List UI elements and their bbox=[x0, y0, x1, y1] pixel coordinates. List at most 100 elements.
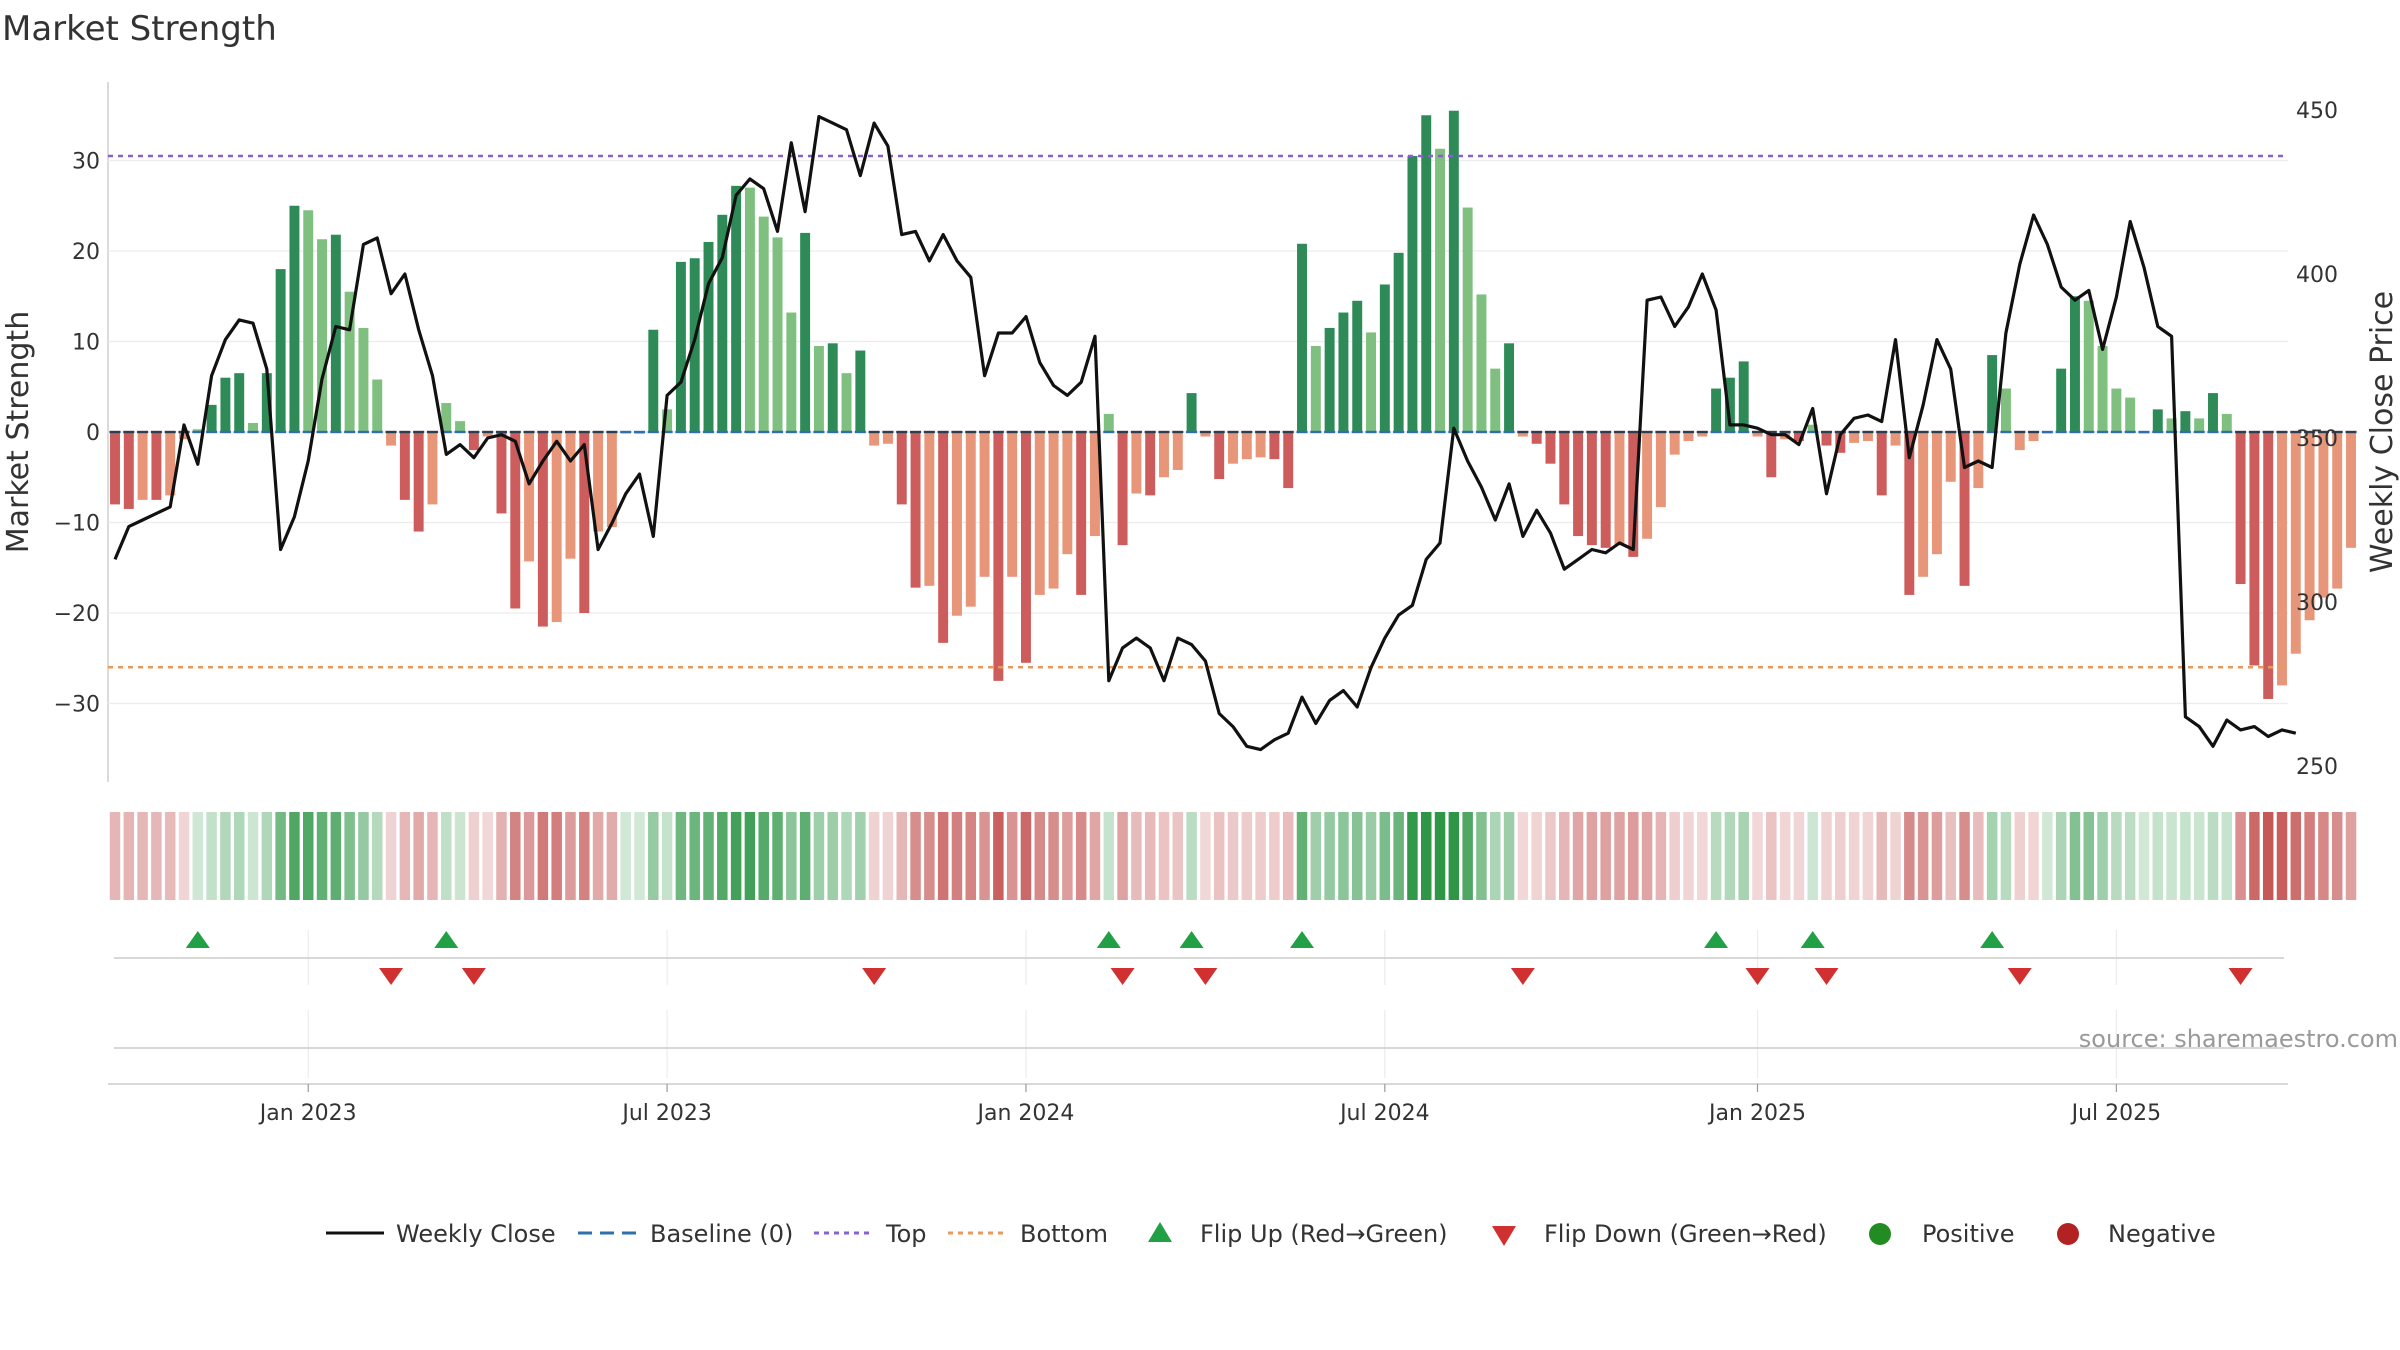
left-axis-label: Market Strength bbox=[1, 311, 36, 553]
strip-cell bbox=[1545, 812, 1556, 900]
flip-up-marker bbox=[1800, 931, 1825, 948]
flip-up-marker bbox=[1980, 931, 2005, 948]
strip-cell bbox=[551, 812, 562, 900]
strength-bar bbox=[938, 432, 949, 643]
strip-cell bbox=[2028, 812, 2039, 900]
strip-cell bbox=[2124, 812, 2136, 900]
strength-bar bbox=[965, 432, 976, 607]
flip-down-marker bbox=[1814, 968, 1839, 985]
strength-bar bbox=[2152, 409, 2163, 432]
strip-cell bbox=[372, 812, 383, 900]
strength-bar bbox=[1186, 393, 1197, 432]
strength-bar bbox=[1559, 432, 1570, 505]
strip-cell bbox=[910, 812, 921, 900]
strength-bar bbox=[386, 432, 397, 446]
strength-bar bbox=[1048, 432, 1059, 589]
strip-cell bbox=[233, 812, 245, 900]
strength-bar bbox=[689, 258, 700, 432]
strength-bar bbox=[896, 432, 907, 505]
strength-bar bbox=[1393, 252, 1404, 432]
strip-cell bbox=[2193, 812, 2205, 900]
strip-cell bbox=[275, 812, 286, 900]
strip-cell bbox=[1407, 812, 1418, 900]
strength-bar bbox=[510, 432, 521, 609]
strength-bar bbox=[537, 432, 548, 627]
lower-panel-grid bbox=[307, 930, 2117, 1078]
strip-cell bbox=[2235, 812, 2246, 900]
strip-cell bbox=[302, 812, 314, 900]
left-y-ticks: 30 20 10 0 −10 −20 −30 bbox=[54, 150, 100, 718]
flip-down-marker bbox=[2228, 968, 2253, 985]
strip-cell bbox=[330, 812, 342, 900]
strip-cell bbox=[1062, 812, 1073, 900]
strip-cell bbox=[2207, 812, 2219, 900]
strength-bar bbox=[2194, 418, 2205, 432]
flip-down-marker bbox=[1193, 968, 1218, 985]
y2-tick-label: 300 bbox=[2296, 591, 2338, 616]
y-tick-label: 0 bbox=[86, 421, 100, 446]
strength-bar bbox=[717, 214, 728, 432]
strip-cell bbox=[1310, 812, 1322, 900]
strip-cell bbox=[2180, 812, 2191, 900]
strength-bar bbox=[2097, 346, 2108, 432]
strength-bar bbox=[2249, 432, 2260, 666]
strength-bar bbox=[1020, 432, 1031, 663]
strength-bar bbox=[1310, 346, 1321, 432]
strength-bar bbox=[524, 432, 535, 562]
strip-cell bbox=[1738, 812, 1749, 900]
strength-bar bbox=[1807, 424, 1818, 432]
flip-up-marker bbox=[1096, 931, 1121, 948]
strength-bar bbox=[2235, 432, 2246, 585]
strip-cell bbox=[2152, 812, 2164, 900]
strength-bar bbox=[1835, 432, 1846, 453]
strength-bar bbox=[441, 403, 452, 432]
strength-bar bbox=[551, 432, 562, 623]
strength-bar bbox=[882, 432, 893, 444]
strip-cell bbox=[2304, 812, 2315, 900]
strength-bar bbox=[1959, 432, 1970, 586]
strip-cell bbox=[1559, 812, 1570, 900]
strip-cell bbox=[2083, 812, 2095, 900]
strip-cell bbox=[1200, 812, 1211, 900]
strip-cell bbox=[799, 812, 811, 900]
strip-cell bbox=[1807, 812, 1818, 900]
strip-cell bbox=[730, 812, 742, 900]
strength-bar bbox=[1076, 432, 1087, 595]
y-tick-label: −20 bbox=[54, 602, 100, 627]
x-ticks: Jan 2023 Jul 2023 Jan 2024 Jul 2024 Jan 2025… bbox=[258, 1084, 2161, 1126]
right-y-ticks: 450 400 350 300 250 bbox=[2296, 99, 2338, 780]
flip-down-marker bbox=[1110, 968, 1135, 985]
y2-tick-label: 250 bbox=[2296, 755, 2338, 780]
strength-bar bbox=[951, 432, 962, 616]
strength-bar bbox=[2180, 411, 2191, 432]
strip-cell bbox=[620, 812, 631, 900]
strip-cell bbox=[137, 812, 148, 900]
strip-cell bbox=[1241, 812, 1253, 900]
strength-bar bbox=[2208, 393, 2218, 432]
strip-cell bbox=[2331, 812, 2343, 900]
strip-cell bbox=[1641, 812, 1653, 900]
strip-cell bbox=[1531, 812, 1542, 900]
strength-bar bbox=[468, 432, 479, 451]
y2-tick-label: 450 bbox=[2296, 99, 2338, 124]
strip-cell bbox=[261, 812, 273, 900]
strip-cell bbox=[592, 812, 604, 900]
strength-bar bbox=[1614, 432, 1625, 546]
flip-up-marker bbox=[185, 931, 210, 948]
strip-cell bbox=[1862, 812, 1874, 900]
strip-cell bbox=[1973, 812, 1984, 900]
legend-bottom: Bottom bbox=[1020, 1220, 1108, 1248]
strip-cell bbox=[1227, 812, 1239, 900]
strip-cell bbox=[606, 812, 618, 900]
strip-cell bbox=[413, 812, 424, 900]
strip-cell bbox=[868, 812, 880, 900]
strip-cell bbox=[1517, 812, 1529, 900]
strength-bar bbox=[744, 187, 755, 432]
flip-markers bbox=[185, 931, 2253, 985]
strength-bar bbox=[1738, 361, 1749, 432]
strength-bar bbox=[1283, 432, 1294, 489]
strip-cell bbox=[220, 812, 231, 900]
strip-cell bbox=[565, 812, 576, 900]
strength-bar bbox=[1517, 432, 1528, 437]
strength-bar bbox=[1090, 432, 1100, 537]
